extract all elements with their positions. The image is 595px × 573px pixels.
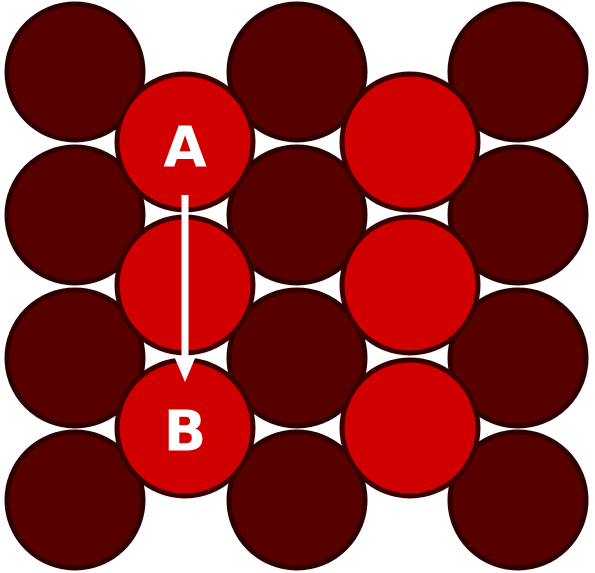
dark-atom-layer — [4, 1, 589, 571]
dark-atom-r4-c3 — [447, 429, 589, 571]
bright-atom-r1-c2 — [339, 71, 481, 213]
dark-atom-r3-c2 — [226, 287, 368, 429]
label-a: A — [163, 116, 207, 181]
bright-atom-r3-c2 — [339, 357, 481, 499]
label-b: B — [164, 400, 207, 465]
dark-atom-r4-c2 — [226, 429, 368, 571]
dark-atom-r3-c3 — [447, 287, 589, 429]
dark-atom-r4-c1 — [4, 429, 146, 571]
dark-atom-r2-c3 — [447, 144, 589, 286]
dark-atom-r1-c2 — [226, 1, 368, 143]
dark-atom-r2-c1 — [4, 144, 146, 286]
bright-atom-r2-c2 — [339, 214, 481, 356]
migration-arrow — [174, 195, 196, 382]
dark-atom-r3-c1 — [4, 287, 146, 429]
dark-atom-r2-c2 — [226, 144, 368, 286]
dark-atom-r1-c1 — [4, 1, 146, 143]
dark-atom-r1-c3 — [447, 1, 589, 143]
arrow-head — [174, 356, 196, 382]
